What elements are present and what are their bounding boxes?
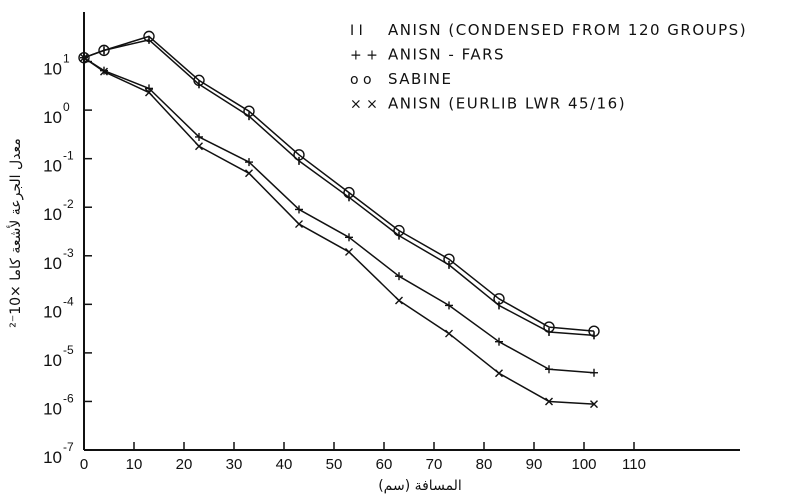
data-point-x xyxy=(545,397,553,406)
data-point-plus xyxy=(395,272,403,281)
data-point-circle xyxy=(543,321,555,333)
x-tick-label: 40 xyxy=(276,456,293,473)
legend-label: ANISN - FARS xyxy=(388,46,505,64)
x-tick-label: 100 xyxy=(571,456,596,473)
y-tick-exponent: -6 xyxy=(63,391,74,405)
data-point-circle xyxy=(78,52,90,64)
y-tick-base: 10 xyxy=(43,302,62,321)
x-tick-label: 70 xyxy=(426,456,443,473)
data-point-circle xyxy=(393,224,405,237)
data-point-x xyxy=(195,142,203,151)
data-point-plus xyxy=(545,365,553,374)
y-tick-base: 10 xyxy=(43,254,62,273)
legend-marker: + + xyxy=(350,48,378,64)
y-tick-exponent: -1 xyxy=(63,149,74,163)
x-tick-label: 60 xyxy=(376,456,393,473)
y-tick-exponent: -5 xyxy=(63,343,74,357)
x-tick-label: 20 xyxy=(176,456,193,473)
y-tick-base: 10 xyxy=(43,205,62,224)
data-point-plus xyxy=(590,368,598,377)
x-tick-label: 80 xyxy=(476,456,493,473)
x-tick-label: 30 xyxy=(226,456,243,473)
series-line xyxy=(83,57,595,374)
data-point-circle xyxy=(193,74,205,87)
legend-label: ANISN (EURLIB LWR 45/16) xyxy=(388,95,626,113)
y-tick-exponent: 1 xyxy=(63,52,70,66)
x-tick-label: 0 xyxy=(80,456,88,473)
data-point-x xyxy=(345,247,353,256)
data-point-x xyxy=(145,88,153,97)
data-point-plus xyxy=(295,205,303,214)
x-tick-label: 110 xyxy=(622,456,646,473)
y-tick-base: 10 xyxy=(43,60,62,79)
data-point-circle xyxy=(143,30,155,43)
legend-label: SABINE xyxy=(388,70,452,88)
y-tick-base: 10 xyxy=(43,351,62,370)
x-tick-group: 0 10 20 30 40 50 60 70 80 90 100 110 xyxy=(80,442,646,473)
x-axis-label: المسافة (سم) xyxy=(378,478,462,494)
data-point-plus xyxy=(345,233,353,242)
data-point-x xyxy=(395,296,403,305)
data-point-plus xyxy=(495,337,503,346)
series-line xyxy=(83,57,595,405)
y-tick-base: 10 xyxy=(43,108,62,127)
legend: I I ANISN (CONDENSED FROM 120 GROUPS) + + A… xyxy=(350,21,747,113)
data-point-circle xyxy=(243,105,255,117)
x-tick-label: 90 xyxy=(526,456,543,473)
data-point-plus xyxy=(445,301,453,310)
series-line xyxy=(83,39,595,337)
data-point-circle xyxy=(493,293,505,305)
data-point-circle xyxy=(343,186,355,199)
data-point-circle xyxy=(98,44,110,57)
data-point-plus xyxy=(145,84,153,93)
y-axis-label: معدل الجرعة لأشعة كاما ×10⁻² xyxy=(6,138,24,328)
legend-label: ANISN (CONDENSED FROM 120 GROUPS) xyxy=(388,21,747,39)
data-point-x xyxy=(100,67,108,76)
data-point-x xyxy=(80,53,88,62)
legend-marker: I I xyxy=(350,23,363,39)
y-tick-base: 10 xyxy=(43,157,62,176)
legend-marker: o o xyxy=(350,72,372,88)
data-point-circle xyxy=(443,253,455,265)
y-tick-exponent: -3 xyxy=(63,246,74,260)
y-tick-exponent: -2 xyxy=(63,197,74,211)
y-tick-base: 10 xyxy=(43,448,62,467)
data-point-circle xyxy=(588,325,600,337)
data-point-plus xyxy=(195,132,203,141)
data-point-x xyxy=(295,220,303,229)
y-tick-exponent: 0 xyxy=(63,100,70,114)
data-point-x xyxy=(590,400,598,409)
y-tick-base: 10 xyxy=(43,399,62,418)
series-line xyxy=(83,35,595,332)
data-point-x xyxy=(495,369,503,378)
legend-marker: × × xyxy=(350,97,378,113)
y-tick-exponent: -7 xyxy=(63,440,74,454)
data-point-x xyxy=(445,329,453,338)
y-tick-exponent: -4 xyxy=(63,294,74,308)
series-layer xyxy=(78,30,600,409)
x-tick-label: 10 xyxy=(126,456,143,473)
data-point-plus xyxy=(245,158,253,167)
data-point-x xyxy=(245,169,253,178)
x-tick-label: 50 xyxy=(326,456,343,473)
data-point-circle xyxy=(293,149,305,161)
